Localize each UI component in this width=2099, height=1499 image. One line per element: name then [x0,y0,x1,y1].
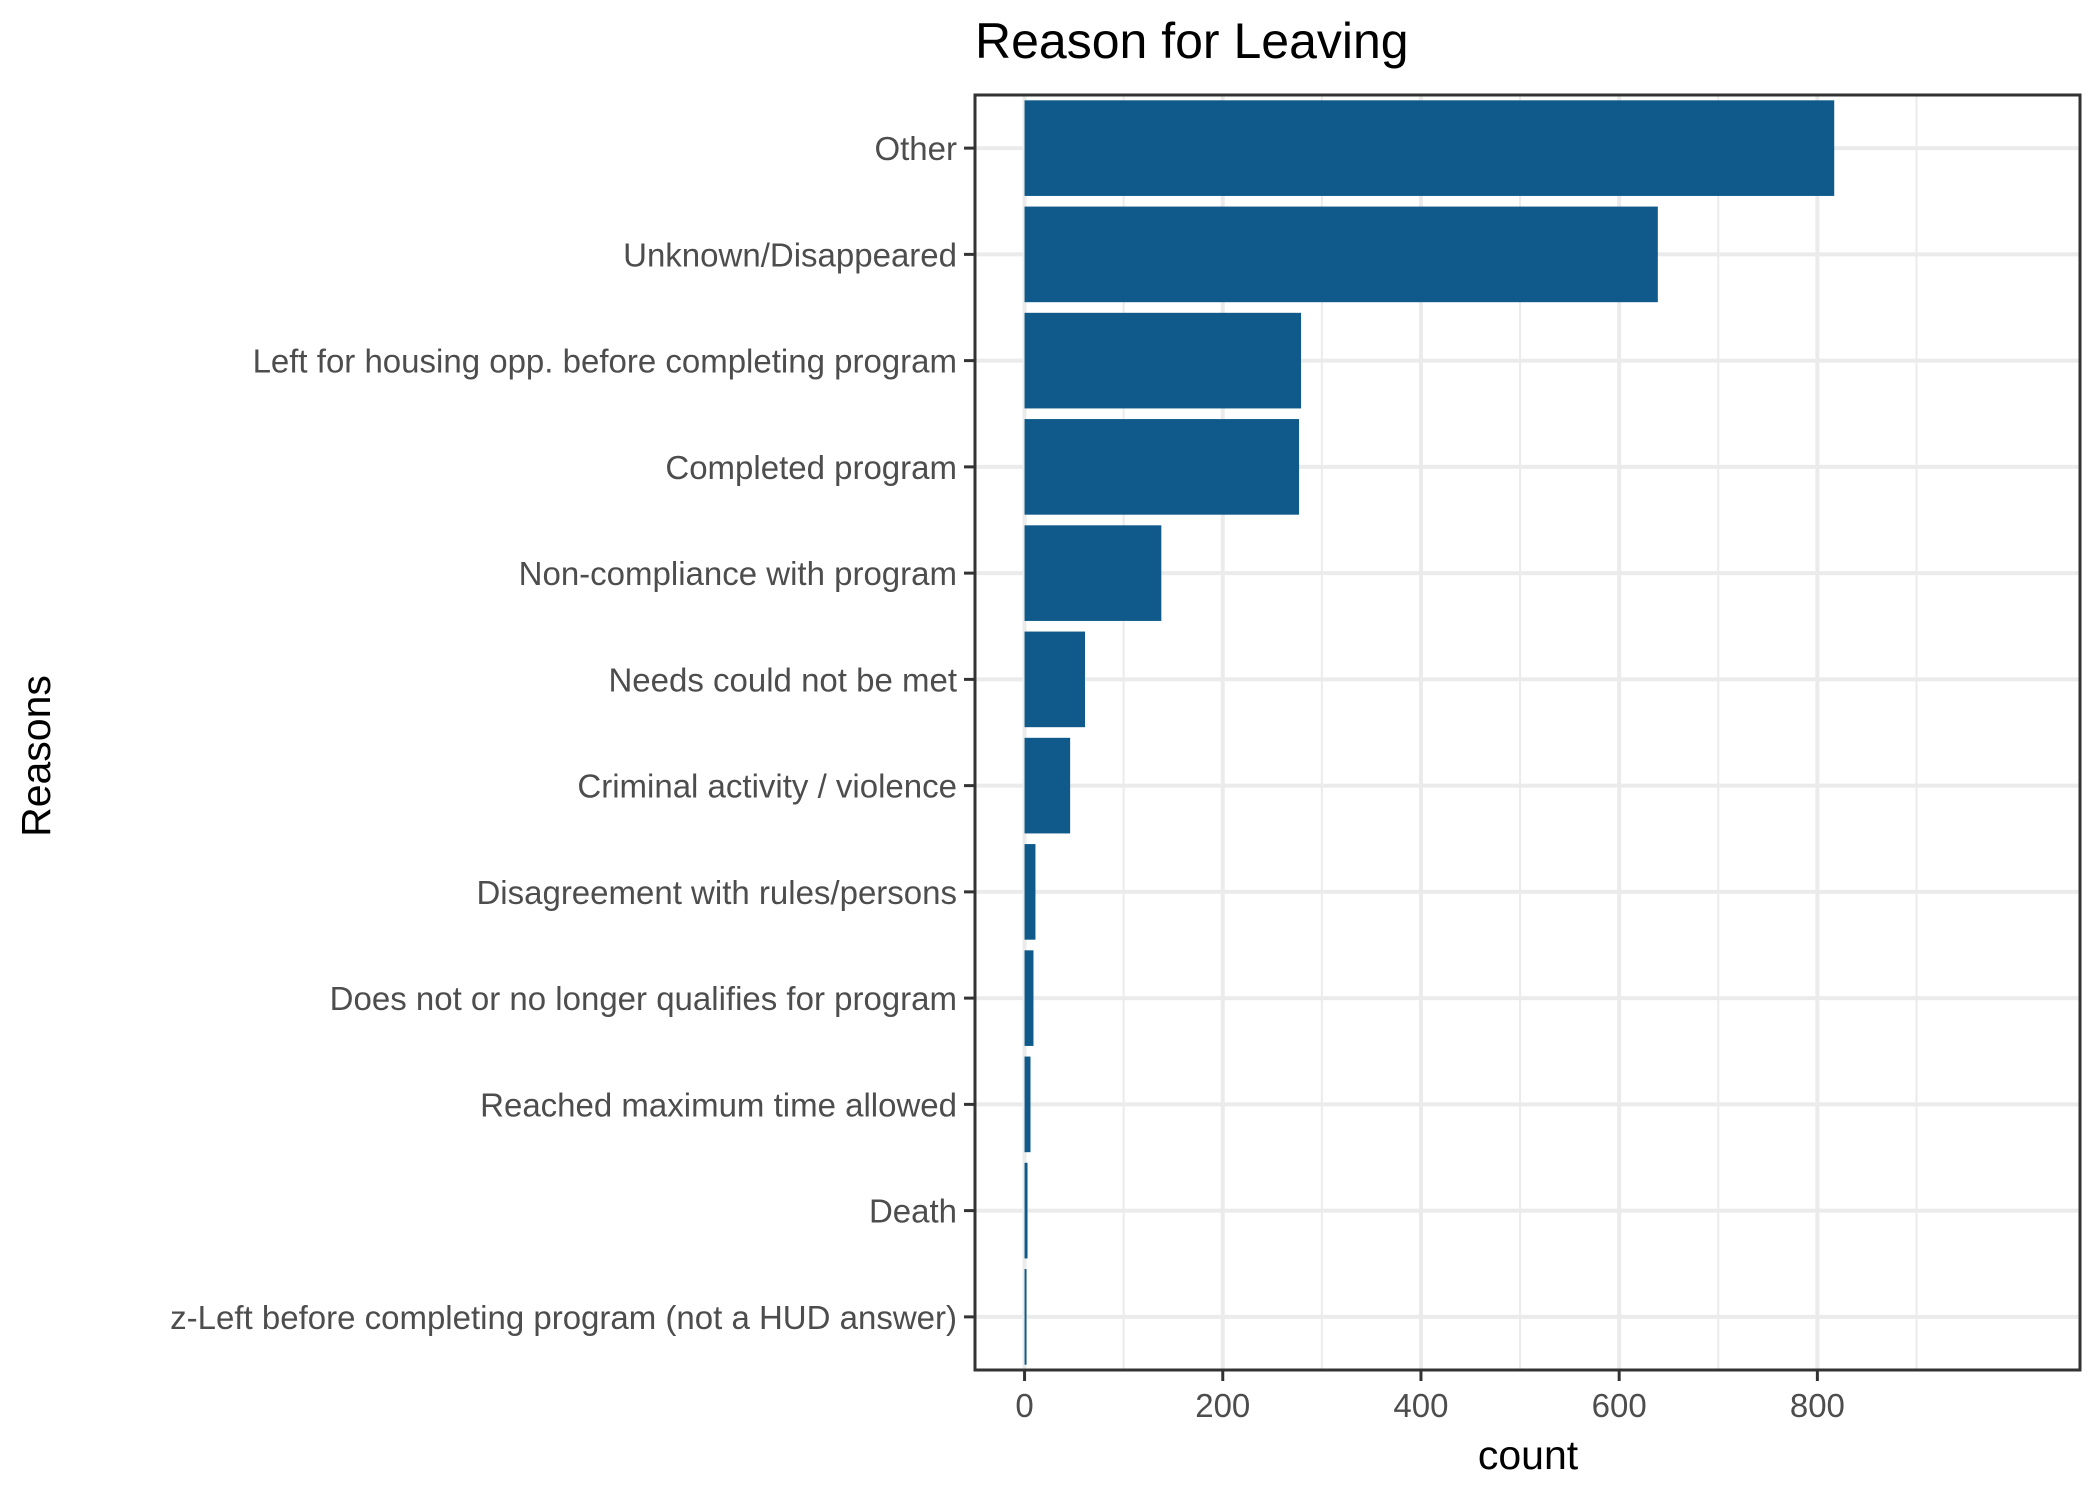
category-label: Completed program [665,449,957,486]
bar [1024,737,1071,834]
x-axis-title: count [1478,1432,1579,1478]
bar [1024,312,1302,409]
chart-title: Reason for Leaving [975,13,1409,69]
category-label: Death [869,1193,957,1230]
bar [1024,525,1162,621]
bar [1024,1056,1031,1153]
category-label: Non-compliance with program [519,555,957,592]
bar [1024,1162,1028,1259]
category-label: Criminal activity / violence [577,768,957,805]
bar [1024,631,1086,728]
category-label: Needs could not be met [608,661,957,698]
category-label: Other [874,130,957,167]
x-tick-label: 800 [1790,1387,1845,1424]
x-tick-label: 0 [1015,1387,1033,1424]
category-label: Does not or no longer qualifies for prog… [330,980,957,1017]
bar [1024,1269,1027,1365]
category-label: Unknown/Disappeared [623,236,957,273]
category-label: Disagreement with rules/persons [476,874,957,911]
bar [1024,950,1034,1046]
plot-area: Other Unknown/Disappeared Left for housing… [170,93,2082,1424]
y-axis-title: Reasons [13,675,59,837]
bar [1024,844,1036,940]
x-tick-label: 200 [1195,1387,1250,1424]
x-tick-label: 600 [1592,1387,1647,1424]
bar [1024,206,1658,303]
category-label: Reached maximum time allowed [480,1086,957,1123]
panel-border [973,93,2082,1372]
category-label: z-Left before completing program (not a … [170,1299,957,1336]
bar [1024,100,1835,196]
category-label: Left for housing opp. before completing … [253,343,957,380]
bar [1024,419,1300,515]
x-tick-label: 400 [1393,1387,1448,1424]
